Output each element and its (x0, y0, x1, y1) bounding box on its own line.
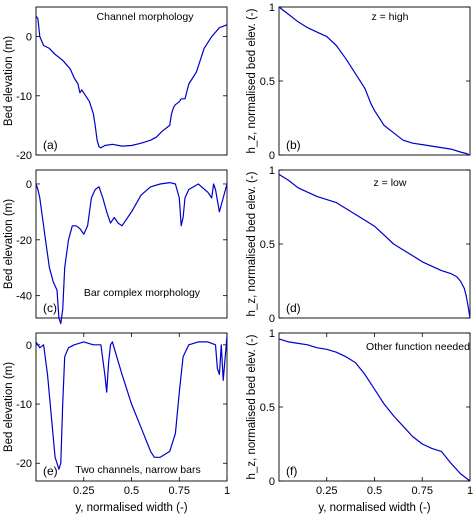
y-tick-label: -10 (16, 399, 32, 411)
panel-d: 0 0.5 1 (d) z = low h_z, normalised bed elev.… (246, 165, 471, 325)
y-tick-label: 0.5 (260, 239, 275, 251)
panel-f: 0 0.5 1 0.25 0.5 0.75 1 (f) Other function neede… (246, 328, 473, 514)
panel-annotation: Two channels, narrow bars (75, 464, 200, 476)
panel-e: -20 -10 0 0.25 0.5 0.75 1 (e) Two channels, narr… (3, 332, 230, 514)
y-tick-label: 0 (26, 179, 32, 191)
x-tick-label: 0.75 (169, 485, 190, 497)
axes-frame (278, 6, 471, 156)
y-tick-label: 0 (26, 32, 32, 44)
axes-frame (35, 332, 228, 482)
profile-line (278, 173, 471, 319)
y-tick-label: -20 (16, 150, 32, 162)
panel-label: (d) (286, 301, 301, 315)
y-axis-label: Bed elevation (m) (3, 199, 15, 289)
axes-frame (35, 6, 228, 156)
panel-label: (c) (43, 301, 57, 315)
y-tick-label: 1 (269, 328, 275, 340)
panel-a: -20 -10 0 (a) Channel morphology Bed elevatio… (3, 6, 228, 162)
profile-line (35, 15, 228, 149)
y-tick-label: 0 (269, 150, 275, 162)
y-tick-label: 0 (269, 476, 275, 488)
panel-label: (f) (286, 464, 297, 478)
y-tick-label: 0 (269, 313, 275, 325)
y-axis-label: h_z, normalised bed elev. (-) (246, 8, 258, 153)
y-tick-label: 1 (269, 165, 275, 177)
y-tick-label: 0.5 (260, 402, 275, 414)
panel-annotation: z = low (374, 177, 407, 189)
x-tick-label: 0.75 (412, 485, 433, 497)
x-tick-label: 1 (467, 485, 473, 497)
panel-annotation: Channel morphology (97, 11, 195, 23)
x-tick-label: 0.25 (316, 485, 337, 497)
y-tick-label: -20 (16, 458, 32, 470)
y-axis-label: h_z, normalised bed elev. (-) (246, 334, 258, 479)
panel-annotation: Bar complex morphology (84, 287, 201, 299)
y-axis-label: h_z, normalised bed elev. (-) (246, 171, 258, 316)
profile-line (35, 335, 228, 470)
y-tick-label: -40 (16, 291, 32, 303)
axes-frame (35, 169, 228, 319)
y-tick-label: 0 (26, 340, 32, 352)
y-tick-label: -20 (16, 235, 32, 247)
x-tick-label: 1 (224, 485, 230, 497)
profile-line (278, 6, 471, 156)
y-tick-label: 0.5 (260, 76, 275, 88)
panel-b: 0 0.5 1 (b) z = high h_z, normalised bed elev… (246, 2, 471, 162)
y-tick-label: -10 (16, 91, 32, 103)
x-tick-label: 0.25 (73, 485, 94, 497)
panel-label: (e) (43, 464, 58, 478)
panel-label: (a) (43, 138, 58, 152)
y-axis-label: Bed elevation (m) (3, 36, 15, 126)
axes-frame (278, 332, 471, 482)
panel-label: (b) (286, 138, 301, 152)
x-axis-label: y, normalised width (-) (75, 502, 187, 514)
x-tick-label: 0.5 (367, 485, 382, 497)
x-tick-label: 0.5 (124, 485, 139, 497)
panel-annotation: z = high (371, 11, 408, 23)
panel-c: -40 -20 0 (c) Bar complex morphology Bed elev… (3, 169, 228, 325)
x-axis-label: y, normalised width (-) (318, 502, 430, 514)
y-axis-label: Bed elevation (m) (3, 362, 15, 452)
panel-annotation: Other function needed (366, 341, 470, 353)
y-tick-label: 1 (269, 2, 275, 14)
profile-line (278, 338, 471, 482)
profile-line (35, 182, 228, 325)
